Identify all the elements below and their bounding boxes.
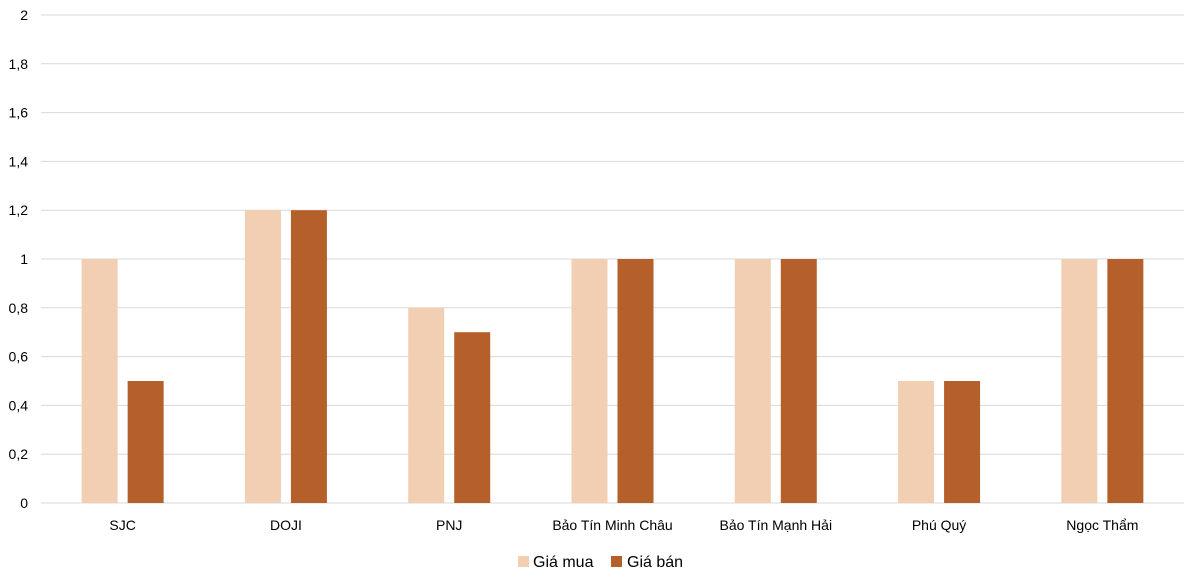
y-tick-label: 0,2 [9,446,29,462]
bar-gia-mua [408,307,445,503]
bar-gia-mua [571,259,608,503]
y-tick-label: 1,8 [9,56,29,72]
y-tick-label: 2 [20,7,28,23]
bar-gia-ban [290,210,327,503]
legend-label: Giá bán [627,554,683,571]
x-category-label: SJC [109,517,135,533]
legend-swatch [518,556,529,567]
x-category-label: Ngọc Thẩm [1066,517,1138,533]
bar-gia-ban [127,381,164,503]
x-category-label: Bảo Tín Minh Châu [552,517,672,533]
bars [81,210,1144,503]
y-tick-label: 0,4 [9,397,29,413]
y-tick-label: 0,8 [9,300,29,316]
y-tick-label: 1 [20,251,28,267]
x-category-label: Bảo Tín Mạnh Hải [719,517,832,533]
bar-gia-ban [1107,259,1144,503]
x-category-label: DOJI [270,517,302,533]
y-tick-label: 1,6 [9,105,29,121]
bar-gia-ban [454,332,491,503]
y-tick-label: 1,2 [9,202,29,218]
bar-gia-ban [780,259,817,503]
x-category-label: Phú Quý [912,517,966,533]
gridlines [41,14,1184,504]
bar-gia-mua [1061,259,1098,503]
legend-label: Giá mua [533,554,594,571]
bar-gia-mua [898,381,935,503]
y-tick-label: 0,6 [9,349,29,365]
bar-gia-mua [734,259,771,503]
legend: Giá mua Giá bán [518,554,683,571]
bar-gia-mua [244,210,281,503]
bar-gia-mua [81,259,118,503]
y-tick-label: 1,4 [9,153,29,169]
y-tick-label: 0 [20,495,28,511]
x-category-label: PNJ [436,517,462,533]
y-axis-tick-labels: 0 0,2 0,4 0,6 0,8 1 1,2 1,4 1,6 1,8 2 [9,7,29,511]
x-axis-category-labels: SJC DOJI PNJ Bảo Tín Minh Châu Bảo Tín Mạnh … [109,517,1138,533]
bar-gia-ban [944,381,981,503]
legend-swatch [611,556,622,567]
bar-gia-ban [617,259,654,503]
